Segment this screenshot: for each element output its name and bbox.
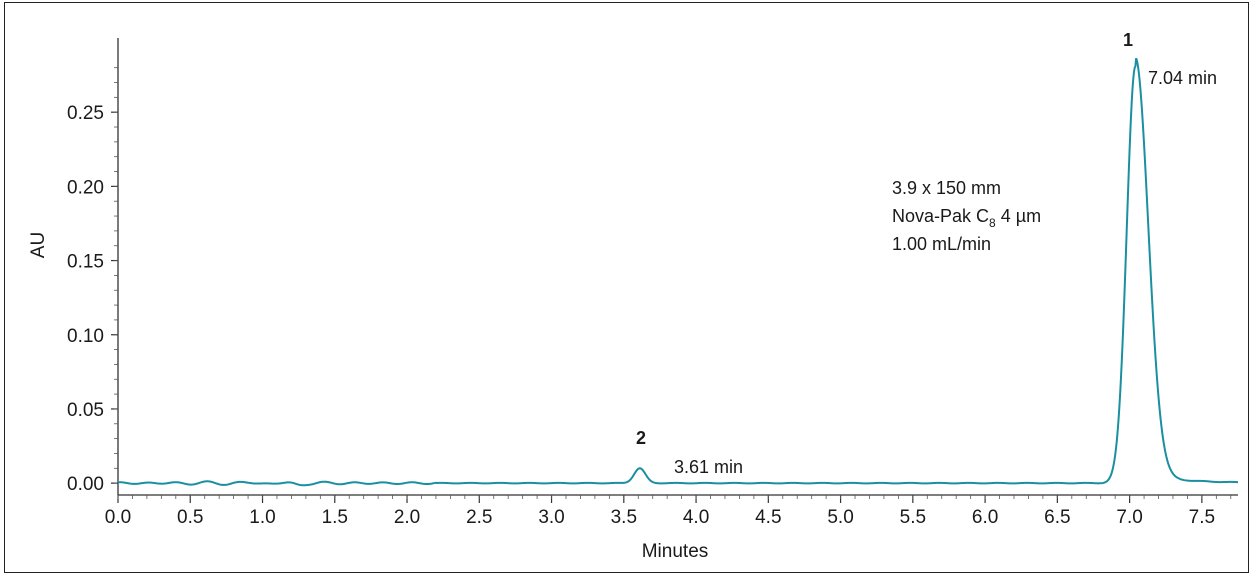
y-tick-label: 0.05 — [67, 400, 104, 421]
ticks — [111, 67, 1232, 503]
tick-labels: 0.0 0.5 1.0 1.5 2.0 2.5 3.0 3.5 4.0 4.5 5.0 5.5 6.0 6… — [67, 103, 1215, 528]
method-note-phase-prefix: Nova-Pak C — [892, 206, 989, 226]
x-tick-label: 3.5 — [611, 507, 637, 528]
method-note-phase-subscript: 8 — [989, 216, 996, 230]
method-note-phase: Nova-Pak C8 4 µm — [892, 206, 1041, 230]
x-tick-label: 4.0 — [683, 507, 709, 528]
x-tick-label: 6.5 — [1044, 507, 1070, 528]
y-tick-label: 0.00 — [67, 474, 104, 495]
x-tick-label: 3.0 — [538, 507, 564, 528]
x-tick-label: 5.5 — [900, 507, 926, 528]
peak-2-time-label: 3.61 min — [674, 457, 743, 477]
x-axis-title: Minutes — [642, 541, 709, 562]
x-tick-label: 2.0 — [394, 507, 420, 528]
x-tick-label: 0.0 — [105, 507, 131, 528]
peak-1-time-label: 7.04 min — [1148, 68, 1217, 88]
x-tick-label: 7.0 — [1116, 507, 1142, 528]
x-tick-label: 2.5 — [466, 507, 492, 528]
y-tick-label: 0.25 — [67, 103, 104, 124]
y-tick-label: 0.15 — [67, 252, 104, 273]
chromatogram-trace — [117, 57, 1239, 487]
y-tick-label: 0.10 — [67, 326, 104, 347]
y-tick-label: 0.20 — [67, 177, 104, 198]
x-tick-label: 4.5 — [755, 507, 781, 528]
x-tick-label: 0.5 — [177, 507, 203, 528]
x-tick-label: 6.0 — [972, 507, 998, 528]
chart-frame — [4, 2, 1249, 573]
x-tick-label: 1.0 — [249, 507, 275, 528]
y-axis-title: AU — [28, 232, 49, 258]
x-tick-label: 5.0 — [827, 507, 853, 528]
peak-2-number: 2 — [636, 428, 646, 448]
x-tick-label: 7.5 — [1189, 507, 1215, 528]
peak-1-number: 1 — [1123, 30, 1133, 50]
axes — [117, 38, 1238, 496]
x-tick-label: 1.5 — [322, 507, 348, 528]
method-note-column: 3.9 x 150 mm — [892, 178, 1001, 198]
method-note-flow: 1.00 mL/min — [892, 234, 991, 254]
method-note-phase-suffix: 4 µm — [996, 206, 1041, 226]
